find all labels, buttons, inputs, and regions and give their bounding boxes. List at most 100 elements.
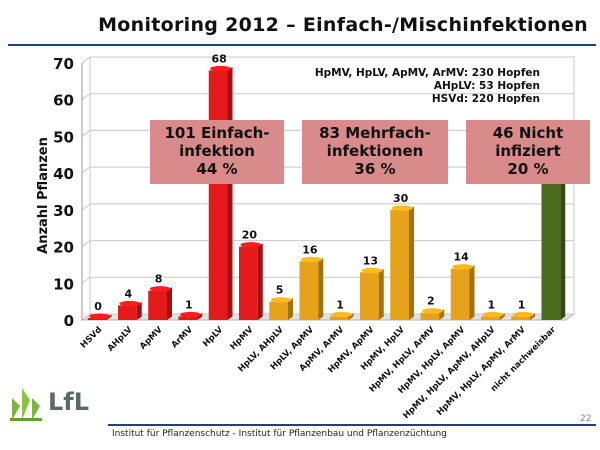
totals-label: HpMV, HpLV, ApMV, ArMV: (315, 67, 472, 79)
data-label: 0 (94, 300, 102, 313)
bar-top (89, 313, 111, 319)
bar-top (512, 311, 534, 318)
bar-side (288, 298, 294, 320)
totals-value: 220 Hopfen (472, 93, 540, 105)
x-tick-label: HpMV (228, 325, 255, 352)
bar-top (240, 242, 262, 248)
bar (450, 268, 470, 320)
data-label: 4 (125, 287, 133, 300)
annotation-box-text: 44 % (196, 160, 237, 178)
bar-top (149, 286, 171, 292)
data-label: 2 (427, 295, 435, 308)
bar (117, 305, 137, 320)
annotation-box-text: 101 Einfach- (164, 124, 269, 142)
x-tick-label: HpLV (201, 325, 225, 349)
footer-divider (108, 424, 596, 426)
x-tick-label: AHpLV (106, 325, 135, 354)
totals-line: AHpLV: 53 Hopfen (434, 80, 540, 92)
data-label: 13 (363, 254, 378, 267)
bar-top (270, 297, 292, 303)
bar-side (348, 312, 354, 320)
bar-side (560, 147, 566, 320)
bar (299, 261, 319, 320)
bar (87, 318, 107, 320)
bar-top (300, 256, 322, 263)
totals-line: HSVd: 220 Hopfen (432, 93, 540, 105)
bar-top (331, 311, 353, 318)
annotation-box-text: 83 Mehrfach- (319, 124, 431, 142)
bar (329, 316, 349, 320)
annotation-box (150, 120, 284, 184)
y-tick-label: 20 (53, 239, 74, 257)
lfl-logo: LfL (8, 384, 90, 426)
x-tick-label: ArMV (170, 325, 196, 351)
bar (238, 246, 258, 320)
bar (208, 70, 228, 320)
data-label: 8 (155, 273, 163, 286)
bar-side (167, 287, 173, 320)
bar-top (119, 300, 141, 307)
totals-label: HSVd: (432, 93, 472, 105)
bar-side (227, 66, 233, 320)
totals-value: 53 Hopfen (479, 80, 540, 92)
annotation-box (302, 120, 448, 184)
bar-side (378, 268, 384, 320)
bar (420, 312, 440, 320)
bar-side (136, 301, 142, 320)
bar-top (179, 311, 201, 318)
totals-line: HpMV, HpLV, ApMV, ArMV: 230 Hopfen (315, 67, 540, 79)
totals-label: AHpLV: (434, 80, 479, 92)
bar-side (257, 243, 263, 320)
bar-side (530, 312, 536, 320)
annotation-box-text: infektion (179, 142, 255, 160)
y-tick-label: 0 (64, 312, 74, 330)
x-tick-label: HSVd (79, 325, 104, 350)
annotation-box (466, 120, 590, 184)
gridline (81, 203, 574, 211)
bar (148, 290, 168, 320)
data-label: 5 (276, 284, 284, 297)
bar (390, 209, 410, 320)
gridline (81, 93, 574, 101)
bar-chart: 0 10 20 30 40 50 60 70 Anzahl Pflanzen 0 HSVd 4 AHpL… (36, 52, 590, 420)
bar-top (482, 311, 504, 318)
data-label: 68 (211, 52, 226, 65)
y-axis-label: Anzahl Pflanzen (36, 137, 51, 254)
y-tick-label: 70 (53, 55, 74, 73)
data-label: 20 (242, 229, 258, 242)
title-divider (8, 44, 596, 46)
annotation-box-text: 46 Nicht (493, 124, 564, 142)
annotation-box-text: infektionen (327, 142, 424, 160)
y-tick-label: 10 (53, 275, 74, 293)
bar (178, 316, 198, 320)
bar-side (469, 265, 475, 320)
y-tick-label: 50 (53, 128, 74, 146)
data-label: 30 (393, 192, 409, 205)
leaf-icon (10, 388, 42, 421)
y-tick-label: 40 (53, 165, 74, 183)
bar-top (421, 308, 443, 314)
logo-text: LfL (48, 388, 90, 416)
bar-top (210, 65, 232, 72)
footer-text: Institut für Pflanzenschutz - Institut f… (112, 429, 447, 439)
page-title: Monitoring 2012 – Einfach-/Mischinfektio… (98, 14, 588, 36)
bar-side (318, 257, 324, 320)
data-label: 1 (488, 298, 496, 311)
annotation-box-text: 20 % (507, 160, 548, 178)
data-label: 1 (185, 298, 193, 311)
bar-top (452, 264, 474, 270)
bar-top (361, 267, 383, 274)
annotation-box-text: infiziert (495, 142, 561, 160)
bar (541, 151, 561, 320)
totals-value: 230 Hopfen (472, 67, 540, 79)
page-number: 22 (580, 414, 592, 424)
y-tick-label: 60 (53, 92, 74, 110)
bar-side (197, 312, 203, 320)
data-label: 14 (453, 251, 469, 264)
bar (269, 301, 289, 320)
annotation-box-text: 36 % (354, 160, 395, 178)
bar-side (499, 312, 505, 320)
x-tick-label: ApMV (138, 325, 165, 352)
y-tick-label: 30 (53, 202, 74, 220)
bar (359, 272, 379, 320)
